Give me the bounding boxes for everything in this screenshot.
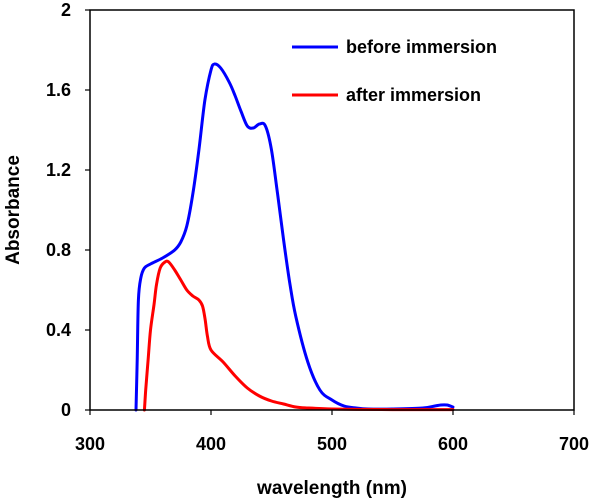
x-tick-label: 400 [196,434,226,454]
series-layer [134,62,455,412]
tick-layer: 300 400 500 600 700 0 0.4 0.8 1.2 1.6 2 [46,0,589,454]
y-tick-label: 0 [61,400,71,420]
x-tick-label: 300 [75,434,105,454]
y-tick-label: 1.6 [46,80,71,100]
legend-label-before-immersion: before immersion [346,37,497,57]
legend-label-after-immersion: after immersion [346,85,481,105]
y-tick-label: 2 [61,0,71,20]
series-line-after-immersion [142,259,455,412]
y-axis-label: Absorbance [3,155,24,265]
x-tick-label: 500 [317,434,347,454]
y-tick-label: 0.8 [46,240,71,260]
y-tick-label: 1.2 [46,160,71,180]
y-tick-label: 0.4 [46,320,71,340]
x-axis-label: wavelength (nm) [256,478,407,499]
x-tick-label: 600 [438,434,468,454]
x-tick-label: 700 [559,434,589,454]
legend: before immersion after immersion [292,37,497,105]
